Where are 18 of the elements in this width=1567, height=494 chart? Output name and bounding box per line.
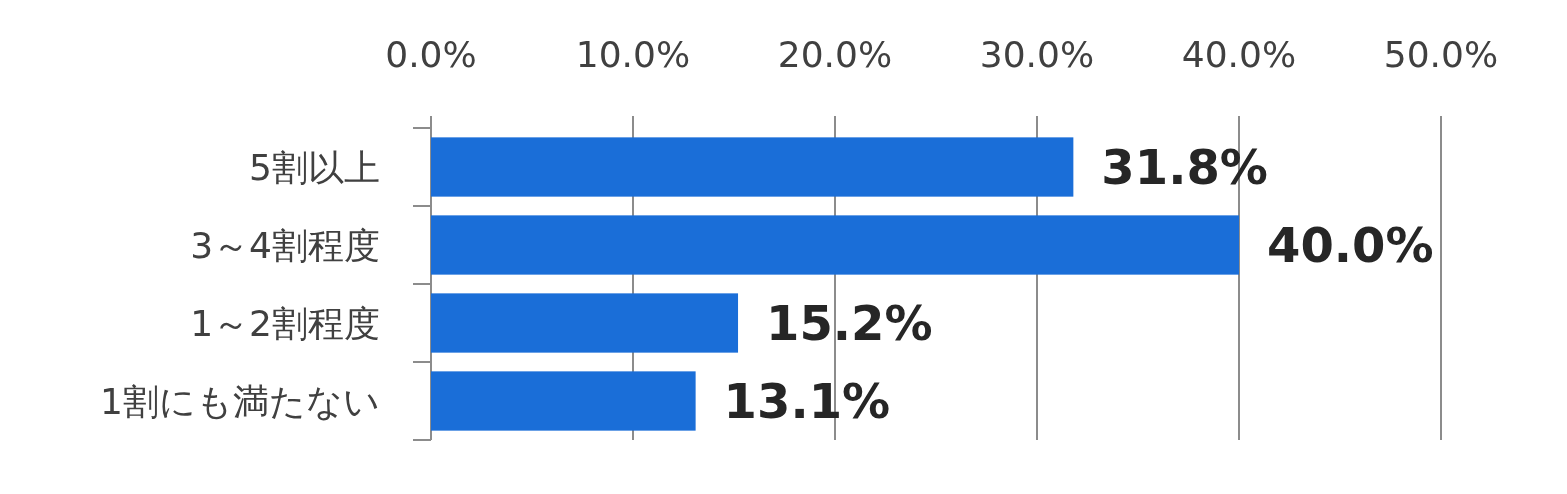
data-label: 15.2% [766, 295, 933, 351]
y-tick-label: 3～4割程度 [190, 225, 380, 266]
bar [431, 137, 1074, 197]
y-tick-label: 1割にも満たない [100, 381, 380, 422]
data-label: 31.8% [1101, 139, 1268, 195]
x-tick-label: 50.0% [1383, 34, 1499, 75]
y-tick-label: 1～2割程度 [190, 303, 380, 344]
data-label: 40.0% [1267, 217, 1434, 273]
bar [431, 371, 696, 431]
bar [431, 215, 1239, 275]
y-tick-label: 5割以上 [249, 147, 380, 188]
x-tick-label: 20.0% [777, 34, 893, 75]
x-tick-label: 30.0% [979, 34, 1095, 75]
x-tick-label: 10.0% [575, 34, 691, 75]
x-tick-label: 0.0% [385, 34, 477, 75]
bar [431, 293, 739, 353]
x-tick-label: 40.0% [1181, 34, 1297, 75]
data-label: 13.1% [723, 373, 891, 429]
